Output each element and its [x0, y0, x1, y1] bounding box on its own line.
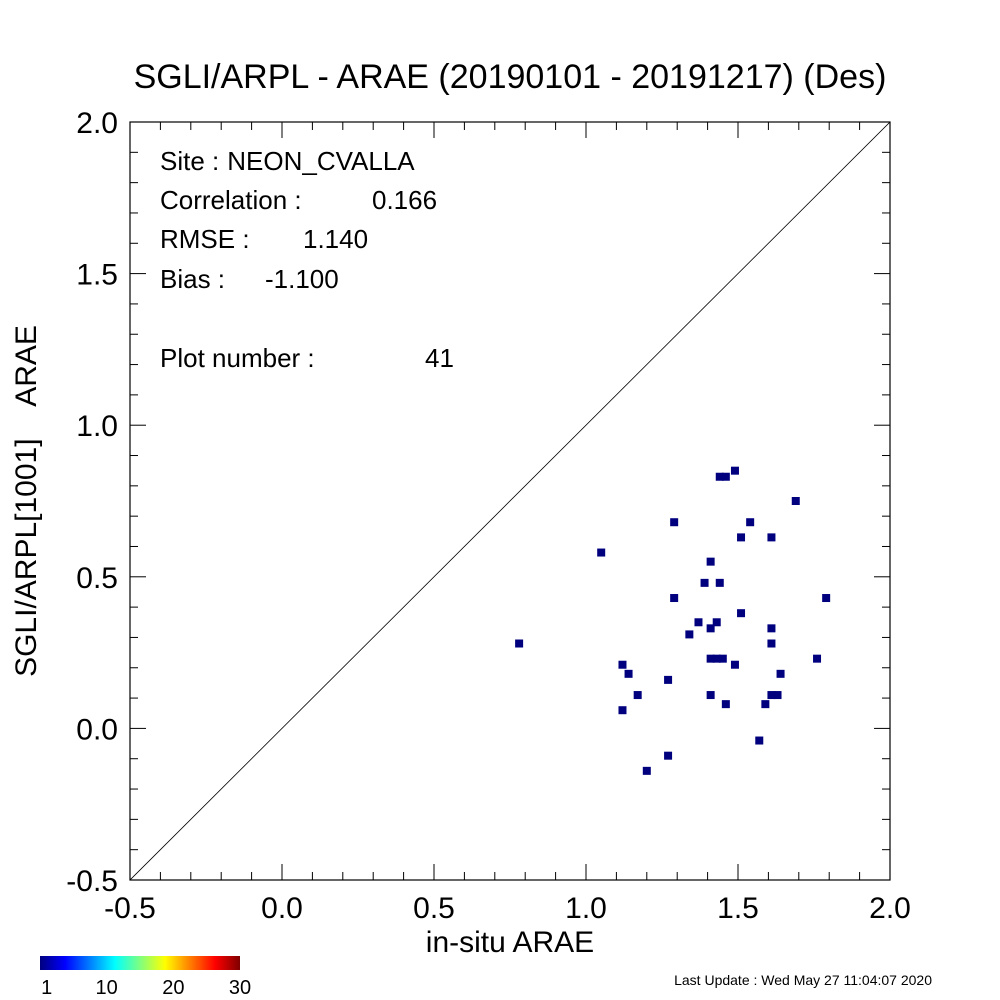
data-point — [670, 594, 679, 603]
last-update-text: Last Update : Wed May 27 11:04:07 2020 — [674, 972, 932, 988]
data-point — [706, 691, 715, 700]
data-point — [624, 669, 633, 678]
data-point — [664, 751, 673, 760]
data-points — [515, 466, 831, 775]
stat-rmse-label: RMSE : — [160, 224, 250, 254]
x-tick-label: 2.0 — [869, 892, 911, 925]
plot-frame — [129, 121, 891, 881]
colorbar-tick-label: 20 — [162, 977, 184, 999]
data-point — [776, 669, 785, 678]
colorbar-tick-label: 30 — [229, 977, 251, 999]
data-point — [737, 609, 746, 618]
data-point — [597, 548, 606, 557]
x-tick-labels: -0.5 0.0 0.5 1.0 1.5 2.0 — [104, 892, 911, 925]
data-point — [618, 706, 627, 715]
stat-rmse-value: 1.140 — [303, 224, 368, 254]
stat-correlation: Correlation : 0.166 — [160, 185, 437, 215]
data-point — [822, 594, 831, 603]
y-tick-labels: -0.5 0.0 0.5 1.0 1.5 2.0 — [66, 107, 118, 898]
stats-box: Site : NEON_CVALLA Correlation : 0.166 RMS… — [160, 146, 454, 373]
data-point — [700, 578, 709, 587]
data-point — [721, 472, 730, 481]
data-point — [715, 472, 724, 481]
data-point — [706, 654, 715, 663]
x-tick-label: 0.0 — [261, 892, 303, 925]
x-tick-label: 1.5 — [717, 892, 759, 925]
stat-site: Site : NEON_CVALLA — [160, 146, 415, 176]
data-point — [746, 518, 755, 527]
stat-bias-value: -1.100 — [265, 264, 339, 294]
colorbar-tick-label: 1 — [41, 977, 52, 999]
stat-plot-number-value: 41 — [425, 343, 454, 373]
data-point — [718, 654, 727, 663]
data-point — [712, 654, 721, 663]
data-point — [706, 624, 715, 633]
y-tick-label: -0.5 — [66, 865, 118, 898]
data-point — [730, 466, 739, 475]
x-tick-label: 0.5 — [413, 892, 455, 925]
colorbar-tick-label: 10 — [96, 977, 118, 999]
y-axis-label: SGLI/ARPL[1001] ARAE — [10, 325, 43, 677]
stat-plot-number-label: Plot number : — [160, 343, 315, 373]
y-tick-label: 0.0 — [76, 713, 118, 746]
stat-bias: Bias : -1.100 — [160, 264, 339, 294]
data-point — [715, 578, 724, 587]
stat-plot-number: Plot number : 41 — [160, 343, 454, 373]
data-point — [737, 533, 746, 542]
data-point — [730, 660, 739, 669]
colorbar-tick-labels: 1 10 20 30 — [41, 977, 251, 999]
y-tick-label: 0.5 — [76, 562, 118, 595]
data-point — [685, 630, 694, 639]
x-axis-label: in-situ ARAE — [426, 926, 594, 959]
stat-bias-label: Bias : — [160, 264, 225, 294]
data-point — [712, 618, 721, 627]
y-tick-label: 2.0 — [76, 107, 118, 140]
data-point — [791, 497, 800, 505]
data-point — [755, 736, 764, 745]
data-point — [633, 691, 642, 700]
data-point — [721, 700, 730, 709]
one-to-one-line — [130, 122, 890, 880]
stat-correlation-label: Correlation : — [160, 185, 302, 215]
data-point — [767, 624, 776, 633]
x-tick-label: -0.5 — [104, 892, 156, 925]
data-point — [706, 557, 715, 566]
data-point — [694, 618, 703, 627]
stat-site-label: Site : — [160, 146, 219, 176]
data-point — [767, 691, 776, 700]
data-point — [642, 766, 651, 775]
data-point — [773, 691, 782, 700]
colorbar — [40, 956, 240, 970]
data-point — [813, 654, 822, 663]
stat-site-value: NEON_CVALLA — [227, 146, 415, 176]
x-tick-label: 1.0 — [565, 892, 607, 925]
y-tick-label: 1.5 — [76, 259, 118, 292]
data-point — [618, 660, 627, 669]
data-point — [670, 518, 679, 527]
chart-title: SGLI/ARPL - ARAE (20190101 - 20191217) (… — [134, 58, 887, 96]
stat-rmse: RMSE : 1.140 — [160, 224, 368, 254]
data-point — [664, 675, 673, 684]
data-point — [515, 639, 524, 648]
stat-correlation-value: 0.166 — [372, 185, 437, 215]
y-tick-label: 1.0 — [76, 410, 118, 443]
data-point — [761, 700, 770, 709]
data-point — [767, 533, 776, 542]
data-point — [767, 639, 776, 648]
